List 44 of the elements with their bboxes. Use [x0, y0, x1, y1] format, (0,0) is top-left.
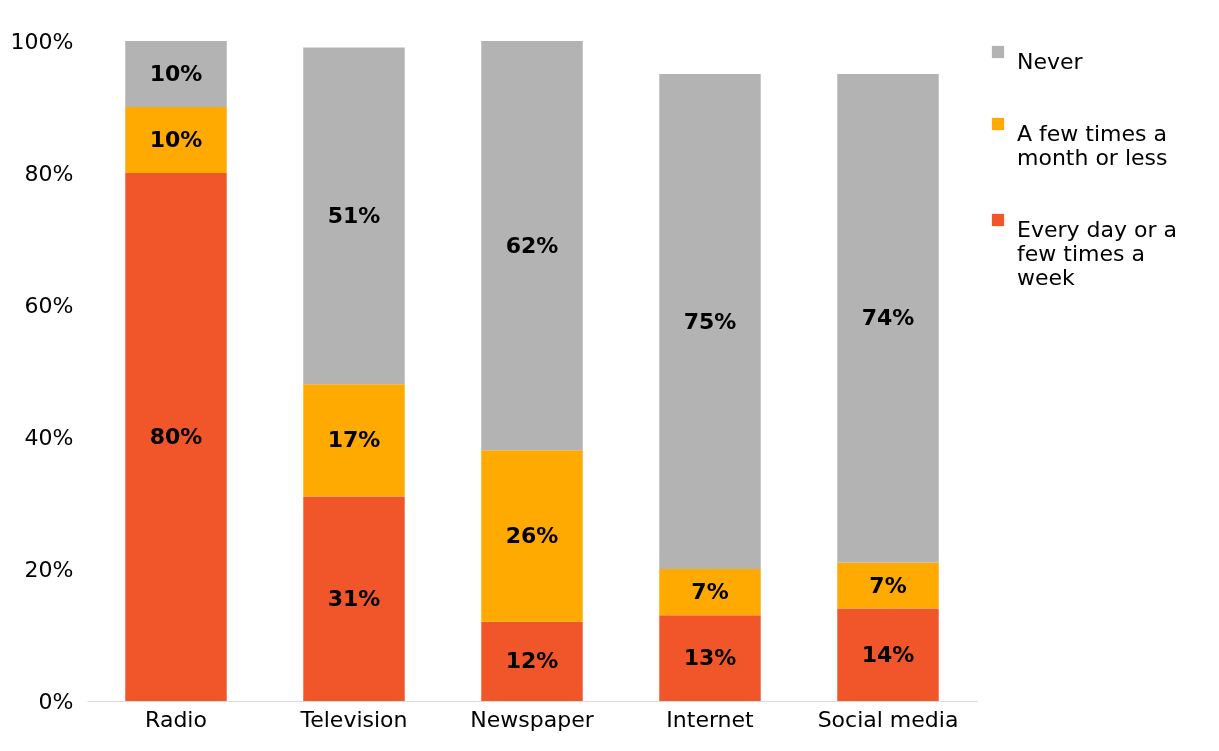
text: 75%: [683, 308, 737, 334]
y-tick-label: 80%: [24, 160, 74, 186]
text: 31%: [327, 585, 381, 611]
bar: [659, 74, 761, 569]
x-tick-label: Radio: [145, 706, 207, 732]
text: 7%: [691, 579, 729, 605]
legend-label: A few times a month or less: [1017, 121, 1168, 170]
legend-label: Never: [1017, 49, 1084, 74]
bar: [303, 384, 405, 497]
text: 26%: [505, 523, 559, 548]
bar: [303, 47, 405, 385]
y-tick-label: 60%: [24, 292, 74, 318]
bar: [837, 562, 939, 609]
bar: [837, 74, 939, 563]
text: 12%: [505, 648, 559, 674]
bar: [837, 608, 939, 701]
text: 7%: [869, 572, 907, 598]
bar: [659, 569, 761, 616]
bar: [125, 107, 227, 173]
y-tick-label: 100%: [10, 28, 74, 54]
x-tick-label: Social media: [817, 706, 959, 732]
legend-label: Every day or a few times a week: [1017, 217, 1177, 290]
x-tick-label: Newspaper: [470, 706, 595, 732]
y-tick-label: 40%: [24, 424, 74, 450]
text: 10%: [149, 127, 203, 152]
text: 62%: [505, 232, 559, 258]
y-tick-label: 20%: [24, 556, 74, 582]
text: 10%: [149, 61, 203, 86]
bar: [303, 496, 405, 701]
text: 80%: [149, 424, 203, 449]
bar: [659, 615, 761, 701]
x-tick-label: Internet: [666, 706, 755, 732]
bar: [125, 41, 227, 107]
bar: [481, 41, 583, 451]
text: 14%: [861, 641, 915, 667]
bar: [125, 173, 227, 701]
bar: [481, 450, 583, 622]
text: 13%: [683, 645, 737, 671]
x-tick-label: Television: [299, 706, 408, 732]
text: 51%: [327, 202, 381, 228]
bar: [481, 621, 583, 701]
text: 17%: [327, 427, 381, 453]
y-tick-label: 0%: [38, 688, 74, 714]
text: 74%: [861, 305, 915, 331]
